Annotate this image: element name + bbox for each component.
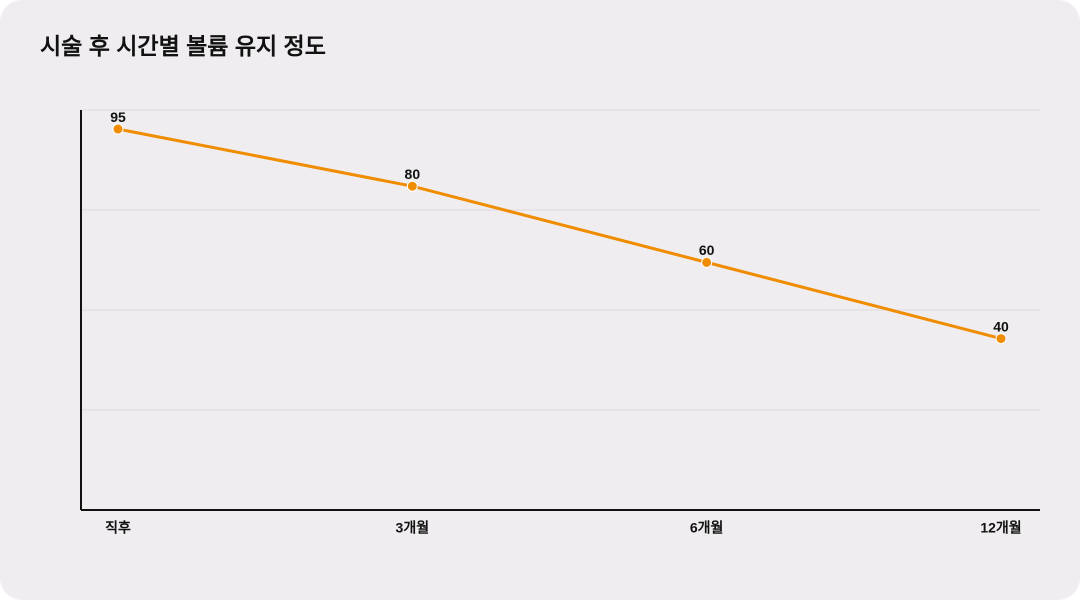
point [112,123,124,135]
data-label: 80 [405,166,421,182]
point [995,333,1007,345]
line [117,127,1002,341]
data-label: 60 [699,242,715,258]
x-tick-label: 6개월 [690,520,724,536]
point [406,180,418,192]
data-label: 40 [993,318,1009,334]
data-label: 95 [110,109,126,125]
x-tick-label: 3개월 [396,520,430,536]
point [701,256,713,268]
x-tick-label: 12개월 [980,520,1021,536]
chart-title: 시술 후 시간별 볼륨 유지 정도 [40,33,326,59]
x-tick-label: 직후 [105,520,131,536]
